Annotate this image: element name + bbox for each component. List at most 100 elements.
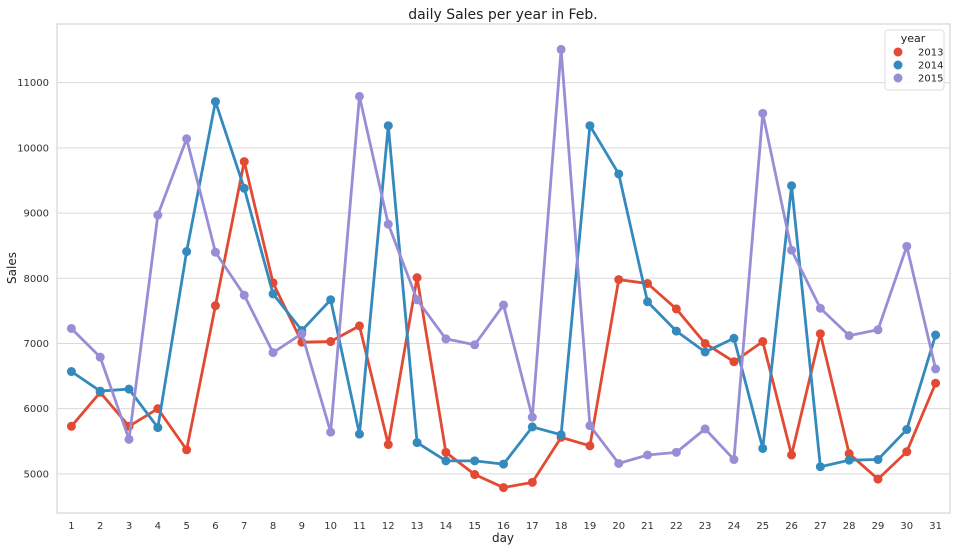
data-point (758, 108, 768, 118)
x-tick-label: 8 (270, 521, 276, 532)
legend-title: year (901, 32, 926, 45)
data-point (729, 333, 739, 343)
y-tick-label: 10000 (17, 143, 49, 154)
data-point (758, 443, 768, 453)
x-tick-label: 25 (756, 521, 769, 532)
x-tick-label: 15 (468, 521, 481, 532)
data-point (787, 181, 797, 191)
data-point (787, 245, 797, 255)
data-point (499, 300, 508, 310)
data-point (153, 423, 163, 433)
data-point (239, 183, 249, 193)
data-point (931, 364, 941, 374)
data-point (643, 450, 653, 460)
data-point (844, 449, 854, 459)
legend-marker-2015 (893, 73, 903, 83)
data-point (326, 427, 336, 437)
x-tick-label: 9 (299, 521, 305, 532)
x-tick-label: 23 (699, 521, 712, 532)
y-tick-label: 7000 (24, 339, 49, 350)
data-point (182, 247, 192, 257)
data-point (95, 352, 105, 362)
y-tick-label: 9000 (24, 209, 49, 220)
y-tick-label: 6000 (24, 404, 49, 415)
y-tick-label: 8000 (24, 274, 49, 285)
data-point (844, 331, 854, 341)
data-point (527, 422, 537, 432)
x-tick-label: 16 (497, 521, 510, 532)
data-point (902, 241, 912, 251)
legend-items: 2013 2014 2015 (893, 47, 943, 85)
x-tick-label: 24 (728, 521, 741, 532)
data-point (527, 477, 537, 487)
legend-label-2013: 2013 (918, 48, 943, 59)
data-point (297, 329, 307, 339)
data-point (931, 330, 941, 340)
data-point (700, 424, 710, 434)
x-tick-label: 28 (843, 521, 856, 532)
data-point (729, 357, 739, 367)
x-tick-label: 7 (241, 521, 247, 532)
data-point (643, 297, 653, 307)
data-point (614, 169, 624, 179)
x-tick-label: 18 (555, 521, 568, 532)
data-point (815, 303, 825, 313)
data-point (700, 338, 710, 348)
data-point (671, 326, 681, 336)
x-axis-label: day (492, 531, 514, 545)
data-point (614, 458, 624, 468)
x-tick-label: 20 (612, 521, 625, 532)
data-point (66, 421, 76, 431)
chart-title: daily Sales per year in Feb. (408, 7, 598, 23)
data-point (412, 438, 422, 448)
legend-label-2015: 2015 (918, 74, 943, 85)
data-point (873, 455, 883, 465)
data-point (902, 447, 912, 457)
data-point (66, 367, 76, 377)
data-point (585, 441, 595, 451)
data-point (210, 301, 220, 311)
y-axis-ticks: 5000 6000 7000 8000 9000 10000 11000 (17, 78, 49, 480)
y-tick-label: 11000 (17, 78, 49, 89)
data-point (499, 483, 508, 493)
data-point (268, 348, 278, 358)
data-point (614, 275, 624, 285)
data-point (182, 134, 192, 144)
data-point (412, 273, 422, 283)
x-tick-label: 14 (440, 521, 453, 532)
data-point (239, 157, 249, 167)
data-point (124, 384, 134, 394)
data-point (354, 429, 364, 439)
data-point (815, 462, 825, 472)
data-point (556, 430, 566, 440)
x-tick-label: 4 (155, 521, 161, 532)
data-point (326, 337, 336, 347)
data-point (585, 421, 595, 431)
data-point (815, 329, 825, 339)
x-tick-label: 11 (353, 521, 366, 532)
data-point (441, 456, 451, 466)
data-point (95, 386, 105, 396)
x-tick-label: 30 (900, 521, 913, 532)
data-point (441, 334, 451, 344)
data-point (210, 247, 220, 257)
data-point (124, 434, 134, 444)
data-point (470, 456, 480, 466)
data-point (873, 474, 883, 484)
x-tick-label: 27 (814, 521, 827, 532)
x-tick-label: 22 (670, 521, 683, 532)
data-point (153, 210, 163, 220)
legend-marker-2013 (893, 47, 903, 57)
data-point (758, 337, 768, 347)
data-point (354, 91, 364, 101)
data-point (326, 295, 336, 305)
series-layer (66, 44, 941, 493)
data-point (671, 304, 681, 314)
data-point (729, 455, 739, 465)
x-tick-label: 26 (785, 521, 798, 532)
plot-area (56, 23, 951, 514)
data-point (527, 412, 537, 422)
data-point (671, 447, 681, 457)
